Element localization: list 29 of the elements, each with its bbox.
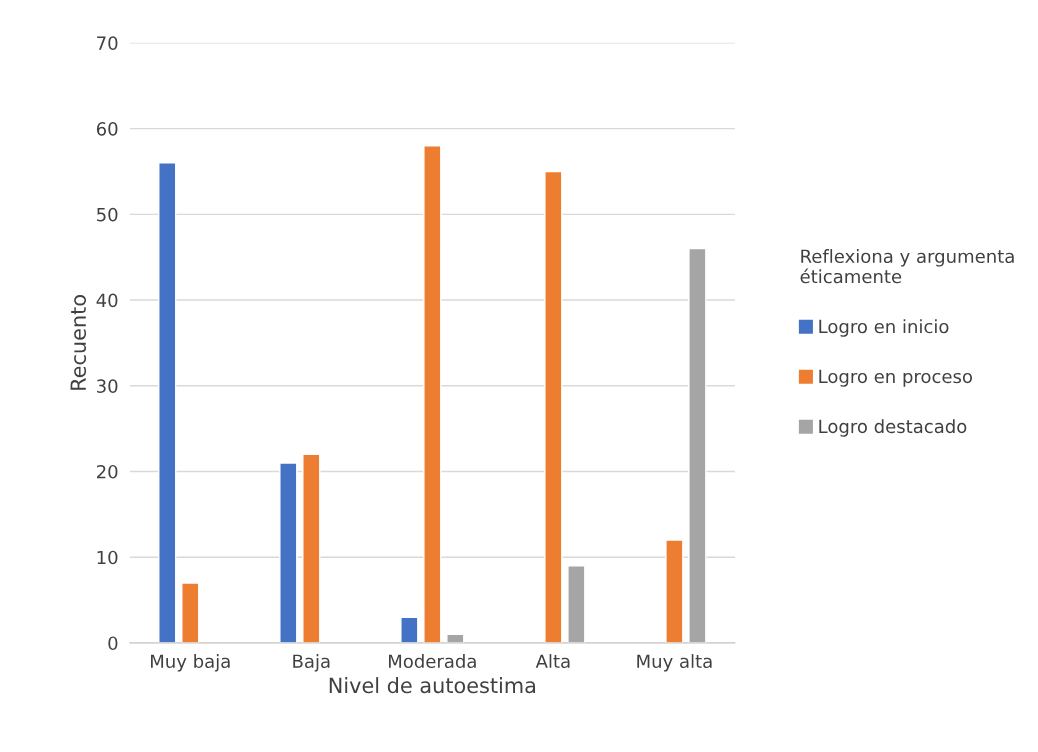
legend-label: Logro en proceso [819,369,972,387]
bar [302,453,321,643]
x-tick-label: Moderada [388,654,476,669]
y-tick-label: 60 [96,122,118,136]
y-tick-label: 0 [108,636,118,651]
bar [158,162,177,643]
bar [567,565,586,643]
bar [181,582,200,643]
y-tick-label: 10 [97,550,118,565]
x-tick-label: Muy alta [637,654,712,672]
y-tick-label: 30 [97,379,118,393]
bar [423,145,442,643]
legend-title: Reflexiona y argumenta éticamente [800,249,1014,284]
bar [400,616,419,643]
x-axis-title: Nivel de autoestima [329,677,536,694]
bar [544,170,563,643]
bar [688,247,707,643]
x-tick-label: Muy baja [151,654,230,672]
x-tick-label: Alta [535,654,570,669]
y-tick-label: 50 [97,207,118,222]
y-tick-label: 20 [96,464,118,479]
y-axis-title: Recuento [70,295,87,390]
bar [279,462,298,643]
bar [665,539,684,643]
legend-label: Logro destacado [819,419,967,437]
y-tick-label: 40 [96,293,118,308]
x-tick-label: Baja [293,654,330,672]
legend-label: Logro en inicio [819,319,949,337]
y-tick-label: 70 [97,36,118,50]
